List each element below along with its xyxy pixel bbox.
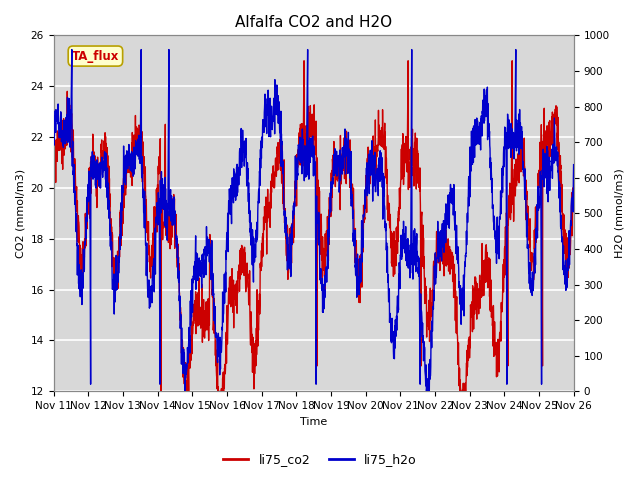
X-axis label: Time: Time [300, 417, 327, 427]
Legend: li75_co2, li75_h2o: li75_co2, li75_h2o [218, 448, 422, 471]
Y-axis label: CO2 (mmol/m3): CO2 (mmol/m3) [15, 169, 25, 258]
Title: Alfalfa CO2 and H2O: Alfalfa CO2 and H2O [235, 15, 392, 30]
Y-axis label: H2O (mmol/m3): H2O (mmol/m3) [615, 168, 625, 258]
Text: TA_flux: TA_flux [72, 49, 119, 62]
